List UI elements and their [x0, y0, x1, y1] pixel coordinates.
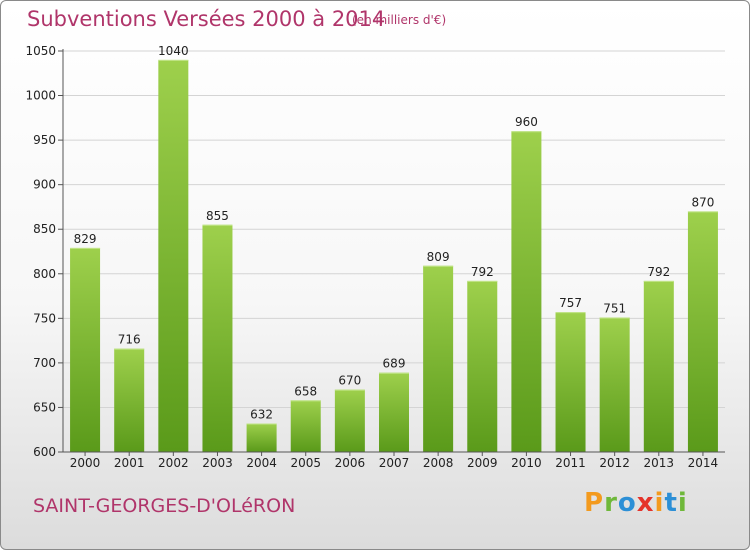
- bar: [70, 247, 101, 452]
- y-tick-label: 900: [33, 178, 56, 192]
- bar: [467, 280, 498, 452]
- y-tick-label: 750: [33, 311, 56, 325]
- x-tick-label: 2007: [379, 456, 410, 470]
- logo-letter: t: [664, 488, 678, 518]
- x-tick-label: 2012: [599, 456, 630, 470]
- x-tick-label: 2009: [467, 456, 498, 470]
- bar: [599, 317, 630, 452]
- data-label: 792: [647, 265, 670, 279]
- proxiti-logo[interactable]: Proxiti: [584, 488, 688, 518]
- y-tick-label: 650: [33, 400, 56, 414]
- data-label: 809: [427, 250, 450, 264]
- data-label: 960: [515, 115, 538, 129]
- x-tick-label: 2011: [555, 456, 586, 470]
- bar: [423, 265, 454, 452]
- x-tick-label: 2010: [511, 456, 542, 470]
- data-label: 716: [118, 333, 141, 347]
- commune-name: SAINT-GEORGES-D'OLéRON: [33, 495, 296, 517]
- x-tick-label: 2002: [158, 456, 189, 470]
- data-label: 670: [338, 374, 361, 388]
- x-tick-label: 2014: [688, 456, 719, 470]
- logo-letter: i: [654, 488, 665, 518]
- data-label: 829: [74, 232, 97, 246]
- bar: [202, 224, 233, 452]
- data-label: 1040: [158, 44, 189, 58]
- logo-letter: P: [584, 488, 605, 518]
- x-tick-label: 2008: [423, 456, 454, 470]
- bar: [334, 389, 365, 452]
- x-tick-label: 2013: [644, 456, 675, 470]
- data-label: 855: [206, 209, 229, 223]
- y-tick-label: 950: [33, 133, 56, 147]
- logo-letter: x: [636, 488, 655, 518]
- bar: [511, 131, 542, 452]
- data-label: 870: [691, 195, 714, 209]
- chart-title: Subventions Versées 2000 à 2014: [27, 7, 386, 31]
- data-label: 757: [559, 296, 582, 310]
- x-tick-label: 2005: [290, 456, 321, 470]
- bar: [555, 312, 586, 452]
- x-tick-label: 2001: [114, 456, 145, 470]
- y-tick-label: 850: [33, 222, 56, 236]
- x-tick-label: 2004: [246, 456, 277, 470]
- data-label: 792: [471, 265, 494, 279]
- chart-subtitle: (en milliers d'€): [352, 13, 447, 27]
- x-tick-label: 2006: [335, 456, 366, 470]
- bar: [643, 280, 674, 452]
- logo-letter: i: [677, 488, 688, 518]
- y-tick-label: 600: [33, 445, 56, 459]
- x-tick-label: 2000: [70, 456, 101, 470]
- data-label: 751: [603, 301, 626, 315]
- y-tick-label: 1000: [25, 89, 56, 103]
- bar: [379, 372, 409, 452]
- bar: [687, 211, 718, 452]
- data-label: 689: [383, 357, 406, 371]
- bar: [246, 423, 277, 452]
- bar: [114, 348, 145, 452]
- bar: [290, 400, 321, 452]
- bar-chart: 600 650 700 750 800 850 900 950 1000 1050 2000 2001…: [25, 44, 725, 470]
- y-tick-label: 700: [33, 356, 56, 370]
- data-label: 632: [250, 407, 273, 421]
- y-tick-label: 1050: [25, 44, 56, 58]
- data-label: 658: [294, 384, 317, 398]
- y-tick-label: 800: [33, 267, 56, 281]
- bar: [158, 59, 189, 453]
- logo-letter: r: [604, 488, 618, 518]
- x-tick-label: 2003: [202, 456, 233, 470]
- logo-letter: o: [617, 488, 637, 518]
